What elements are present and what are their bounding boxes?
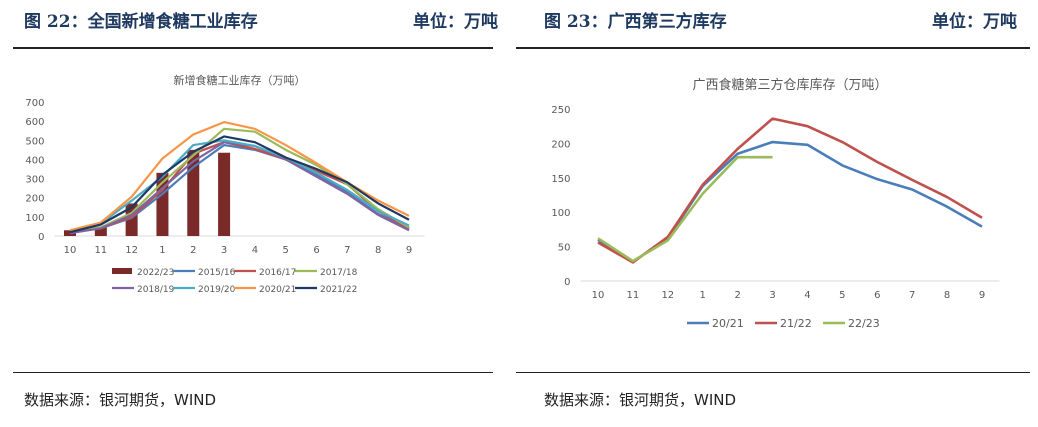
legend-label: 21/22 [780, 317, 812, 330]
x-tick-label: 12 [661, 290, 674, 301]
y-tick-label: 200 [25, 194, 44, 205]
chart-title: 广西食糖第三方仓库库存（万吨） [692, 77, 887, 93]
bar-2022/23 [125, 203, 138, 236]
x-tick-label: 5 [839, 290, 845, 301]
line-2017/18 [69, 127, 410, 233]
x-tick-label: 1 [700, 290, 706, 301]
x-tick-label: 9 [979, 290, 985, 301]
legend-label: 2021/22 [320, 285, 357, 295]
x-tick-label: 8 [375, 245, 381, 256]
header-divider [516, 47, 1030, 49]
bar-2022/23 [218, 152, 231, 236]
line-20/21 [597, 140, 983, 264]
y-tick-label: 150 [551, 174, 570, 185]
line-21/22 [597, 117, 983, 264]
legend-label: 2022/23 [137, 268, 174, 278]
legend-label: 2016/17 [259, 268, 296, 278]
y-tick-label: 100 [25, 213, 44, 224]
x-tick-label: 11 [94, 245, 107, 256]
x-tick-label: 10 [592, 290, 605, 301]
y-tick-label: 300 [25, 175, 44, 186]
x-tick-label: 4 [804, 290, 810, 301]
x-tick-label: 2 [190, 245, 196, 256]
x-tick-label: 1 [159, 245, 165, 256]
figure-title-23: 图 23：广西第三方库存 [544, 12, 727, 32]
legend-label: 2019/20 [198, 285, 236, 295]
source-note: 数据来源：银河期货，WIND [24, 391, 217, 409]
y-tick-label: 0 [564, 277, 570, 288]
legend-label: 22/23 [848, 317, 880, 330]
footer-divider [516, 372, 1030, 373]
legend-label: 2018/19 [137, 285, 175, 295]
y-tick-label: 600 [25, 117, 44, 128]
x-tick-label: 9 [406, 245, 412, 256]
y-tick-label: 400 [25, 155, 44, 166]
footer-divider [13, 372, 493, 373]
line-2021/22 [69, 135, 410, 234]
x-tick-label: 6 [874, 290, 880, 301]
legend-label: 20/21 [712, 317, 744, 330]
y-tick-label: 100 [551, 208, 570, 219]
bar-2022/23 [156, 172, 169, 236]
line-2019/20 [69, 139, 410, 233]
x-tick-label: 7 [344, 245, 350, 256]
y-tick-label: 500 [25, 136, 44, 147]
bar-2022/23 [94, 227, 107, 236]
y-tick-label: 250 [551, 105, 570, 116]
y-tick-label: 700 [25, 98, 44, 109]
x-tick-label: 3 [221, 245, 227, 256]
x-tick-label: 3 [769, 290, 775, 301]
x-tick-label: 11 [627, 290, 640, 301]
x-tick-label: 12 [125, 245, 138, 256]
figure-title-22: 图 22：全国新增食糖工业库存 [24, 12, 258, 32]
x-tick-label: 8 [944, 290, 950, 301]
unit-label-23: 单位：万吨 [932, 12, 1017, 32]
legend-label: 2020/21 [259, 285, 296, 295]
legend-label: 2015/16 [198, 268, 236, 278]
y-tick-label: 50 [558, 243, 571, 254]
y-tick-label: 0 [38, 232, 44, 243]
x-tick-label: 6 [313, 245, 319, 256]
x-tick-label: 7 [909, 290, 915, 301]
legend-label: 2017/18 [320, 268, 358, 278]
bar-2022/23 [187, 149, 200, 236]
x-tick-label: 5 [283, 245, 289, 256]
unit-label-22: 单位：万吨 [413, 12, 498, 32]
x-tick-label: 10 [64, 245, 77, 256]
x-tick-label: 2 [734, 290, 740, 301]
y-tick-label: 200 [551, 139, 570, 150]
legend-swatch [112, 268, 132, 274]
x-tick-label: 4 [252, 245, 258, 256]
chart-title: 新增食糖工业库存（万吨） [174, 73, 306, 87]
header-divider [13, 47, 493, 49]
line-22/23 [597, 155, 773, 263]
source-note: 数据来源：银河期货，WIND [544, 391, 737, 409]
